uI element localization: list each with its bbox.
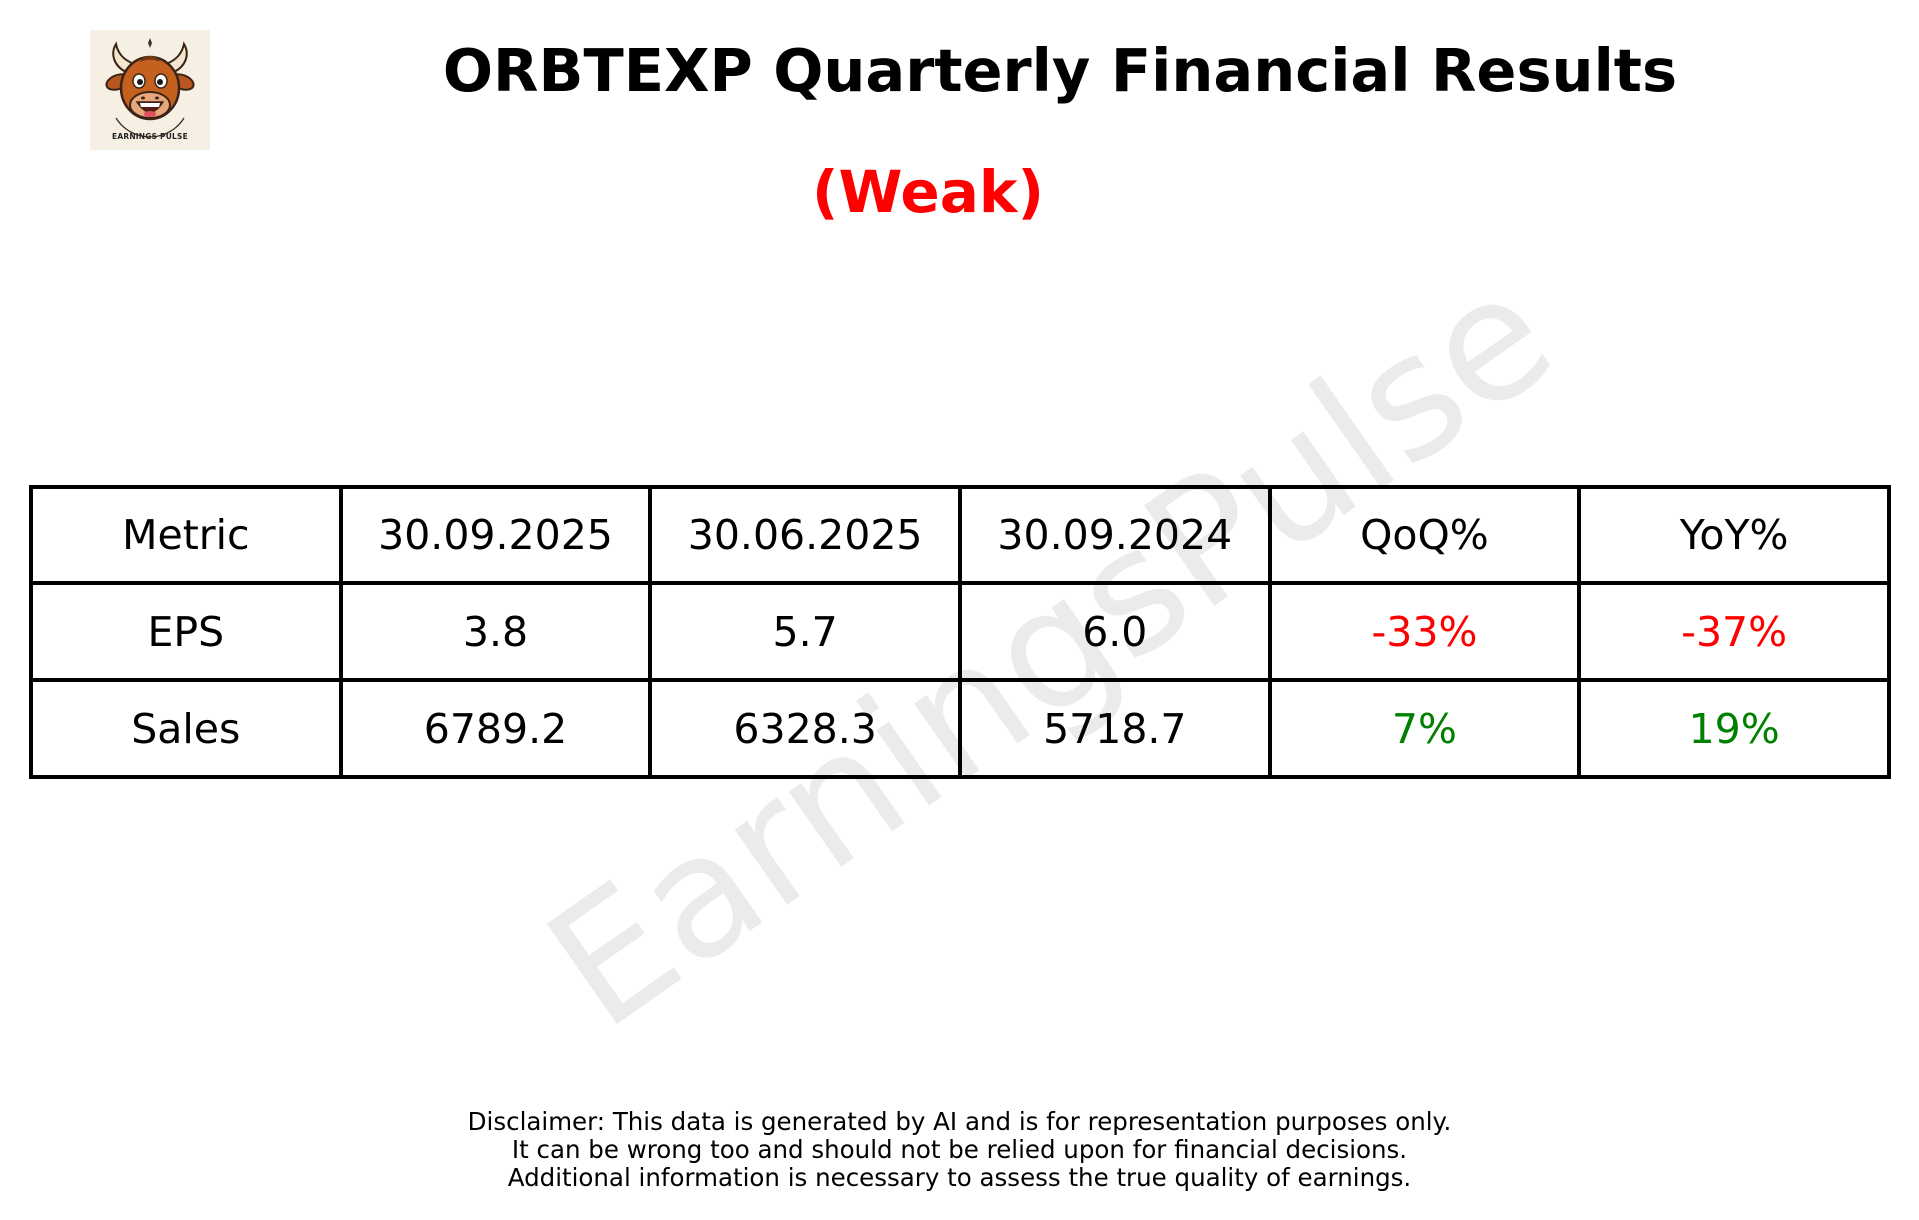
table-cell: 6328.3 (648, 678, 962, 779)
results-table: Metric 30.09.2025 30.06.2025 30.09.2024 QoQ%… (29, 485, 1891, 779)
table-cell: 6789.2 (338, 678, 653, 779)
bull-mascot-icon (105, 38, 195, 138)
table-cell: 7% (1267, 678, 1582, 779)
column-header: 30.09.2024 (957, 485, 1272, 585)
column-header: 30.06.2025 (648, 485, 962, 585)
page-title: ORBTEXP Quarterly Financial Results (442, 36, 1678, 105)
metric-name-cell: EPS (29, 581, 343, 682)
table-cell: 5718.7 (957, 678, 1272, 779)
column-header: YoY% (1577, 485, 1891, 585)
table-header-row: Metric 30.09.2025 30.06.2025 30.09.2024 QoQ%… (29, 485, 1891, 585)
table-cell: 3.8 (338, 581, 653, 682)
disclaimer: Disclaimer: This data is generated by AI… (0, 1108, 1919, 1192)
table-cell: 6.0 (957, 581, 1272, 682)
column-header: QoQ% (1267, 485, 1582, 585)
disclaimer-line: It can be wrong too and should not be re… (511, 1135, 1408, 1164)
table-row: Sales 6789.2 6328.3 5718.7 7% 19% (29, 678, 1891, 779)
earnings-pulse-logo: EARNINGS PULSE (90, 30, 210, 150)
column-header: Metric (29, 485, 343, 585)
table-row: EPS 3.8 5.7 6.0 -33% -37% (29, 581, 1891, 682)
logo-text: EARNINGS PULSE (112, 132, 188, 141)
rating-label: (Weak) (812, 158, 1044, 226)
table-cell: 5.7 (648, 581, 962, 682)
metric-name-cell: Sales (29, 678, 343, 779)
table-cell: -33% (1267, 581, 1582, 682)
table-cell: 19% (1577, 678, 1891, 779)
column-header: 30.09.2025 (338, 485, 653, 585)
disclaimer-line: Additional information is necessary to a… (507, 1163, 1412, 1192)
disclaimer-line: Disclaimer: This data is generated by AI… (467, 1107, 1452, 1136)
table-cell: -37% (1577, 581, 1891, 682)
